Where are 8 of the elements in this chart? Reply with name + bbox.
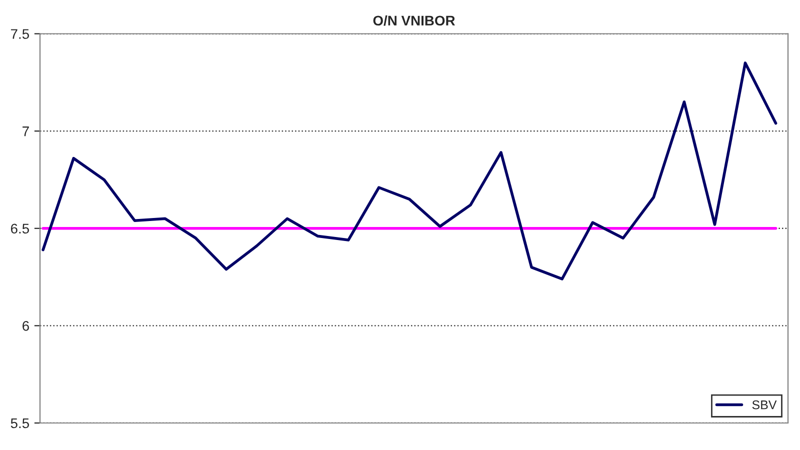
y-tick-label: 6.5 — [10, 224, 30, 234]
y-tick-label: 7 — [22, 126, 29, 136]
legend-label: SBV — [752, 400, 777, 410]
chart-title: O/N VNIBOR — [373, 15, 455, 26]
y-tick-label: 7.5 — [10, 29, 30, 39]
y-tick-label: 6 — [22, 321, 29, 331]
line-series — [42, 62, 778, 280]
y-tick-label: 5.5 — [10, 418, 30, 428]
